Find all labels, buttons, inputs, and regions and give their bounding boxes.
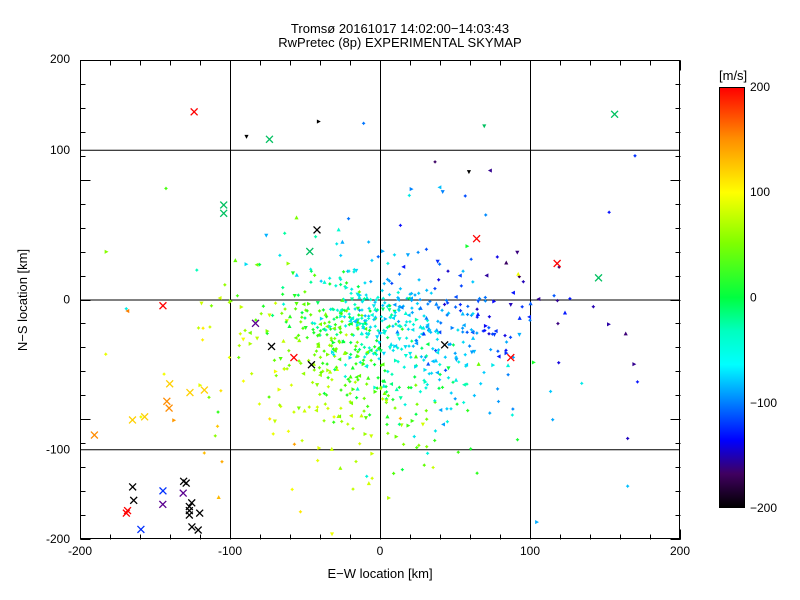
svg-text:200: 200	[670, 544, 690, 558]
svg-text:100: 100	[750, 185, 770, 199]
svg-text:[m/s]: [m/s]	[719, 68, 747, 83]
svg-text:200: 200	[750, 80, 770, 94]
svg-text:-200: -200	[68, 544, 92, 558]
svg-text:Tromsø 20161017 14:02:00−14:0: Tromsø 20161017 14:02:00−14:03:43	[291, 21, 509, 36]
svg-text:100: 100	[520, 544, 540, 558]
svg-text:0: 0	[750, 291, 757, 305]
svg-text:RwPretec (8p) EXPERIMENTAL S: RwPretec (8p) EXPERIMENTAL SKYMAP	[278, 35, 521, 50]
svg-text:−200: −200	[750, 501, 777, 515]
svg-text:0: 0	[63, 293, 70, 307]
svg-text:-100: -100	[46, 442, 70, 456]
svg-text:100: 100	[50, 143, 70, 157]
svg-text:-100: -100	[218, 544, 242, 558]
svg-text:200: 200	[50, 52, 70, 66]
svg-text:0: 0	[377, 544, 384, 558]
svg-text:E−W location [km]: E−W location [km]	[327, 566, 432, 581]
svg-text:−100: −100	[750, 396, 777, 410]
svg-text:-200: -200	[46, 532, 70, 546]
svg-text:N−S location [km]: N−S location [km]	[15, 249, 30, 351]
